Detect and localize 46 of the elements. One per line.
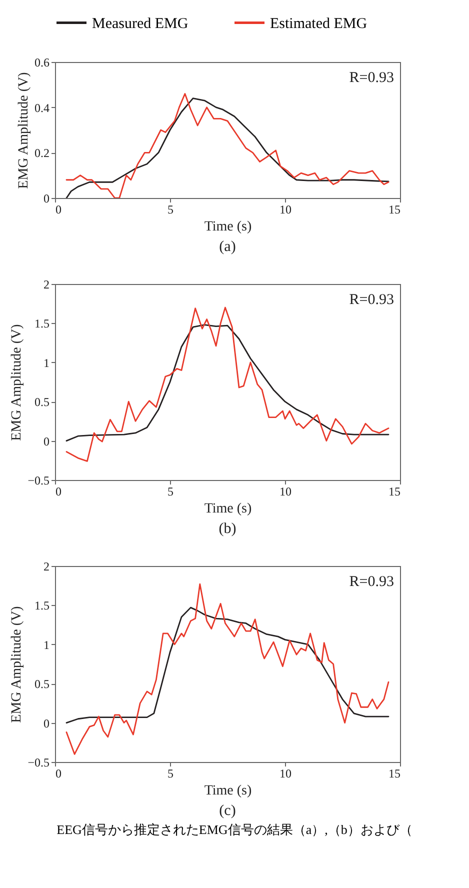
line-series: [66, 606, 390, 724]
text: (c): [219, 803, 236, 819]
text: EEG信号から推定されたEMG信号の結果（a）,（b）および（: [56, 821, 414, 839]
y-tick-label: 0: [44, 192, 50, 206]
x-axis-title: Time (s): [204, 220, 252, 234]
y-tick-label: 1: [44, 638, 50, 652]
y-tick-label: 0.5: [34, 395, 50, 410]
y-tick-label: 0.4: [34, 100, 50, 115]
x-tick-label: 10: [280, 484, 292, 498]
x-axis-title: Time (s): [204, 502, 252, 516]
line-series: [66, 324, 390, 442]
x-axis-title: Time (s): [204, 784, 252, 798]
annotation: R=0.93: [349, 292, 394, 308]
x-tick-label: 15: [388, 484, 400, 498]
x-tick-label: 5: [168, 202, 174, 216]
y-tick-label: 0: [44, 434, 50, 448]
y-tick-label: 0.6: [34, 56, 50, 70]
text: (a): [219, 239, 236, 255]
y-tick-label: 0.5: [34, 677, 50, 692]
y-axis-title: EMG Amplitude (V): [10, 324, 25, 441]
line-series: [66, 306, 390, 462]
y-tick-label: 0: [44, 716, 50, 730]
x-tick-label: 5: [168, 766, 174, 780]
x-tick-label: 10: [280, 766, 292, 780]
text: (b): [218, 521, 236, 537]
annotation: R=0.93: [349, 70, 394, 86]
y-axis-title: EMG Amplitude (V): [16, 72, 32, 189]
y-axis-title: EMG Amplitude (V): [10, 606, 25, 723]
y-tick-label: 1.5: [34, 316, 50, 331]
y-tick-label: 0.2: [34, 146, 50, 160]
y-tick-label: 2: [44, 560, 50, 574]
y-tick-label: 1: [44, 356, 50, 370]
x-tick-label: 10: [280, 202, 292, 216]
annotation: R=0.93: [349, 574, 394, 590]
x-tick-label: 0: [56, 202, 62, 216]
legend-label: Estimated EMG: [270, 16, 368, 32]
y-tick-label: −0.5: [28, 756, 50, 770]
x-tick-label: 0: [56, 484, 62, 498]
y-tick-label: 1.5: [34, 598, 50, 613]
x-tick-label: 15: [388, 202, 400, 216]
legend-label: Measured EMG: [92, 16, 188, 32]
x-tick-label: 15: [388, 766, 400, 780]
y-tick-label: −0.5: [28, 474, 50, 488]
x-tick-label: 0: [56, 766, 62, 780]
y-tick-label: 2: [44, 278, 50, 292]
x-tick-label: 5: [168, 484, 174, 498]
